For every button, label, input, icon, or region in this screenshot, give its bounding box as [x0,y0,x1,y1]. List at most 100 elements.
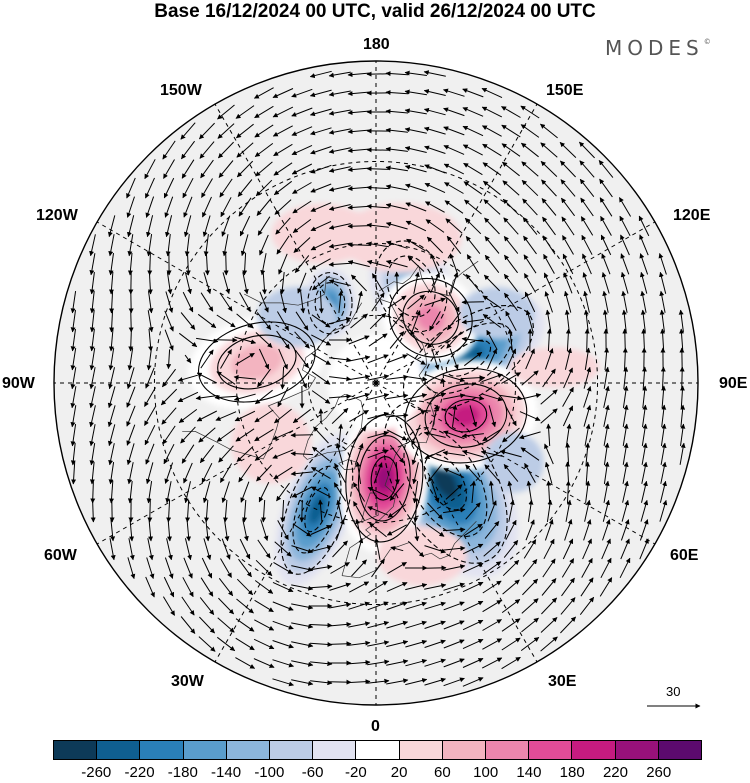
wind-vector [328,109,351,116]
wind-vector [221,481,230,503]
wind-vector [385,184,408,191]
wind-vector [583,404,592,427]
wind-vector [563,272,573,294]
wind-vector [328,71,351,78]
wind-vector [501,599,521,613]
wind-vector [423,89,446,96]
wind-vector [348,621,371,628]
wind-vector [602,290,609,313]
wind-vector [560,616,576,634]
wind-vector [482,313,502,329]
wind-vector [180,122,196,140]
wind-vector [351,274,367,292]
wind-vector [579,160,595,178]
wind-vector [461,433,484,439]
wind-vector [481,657,503,669]
lon-label-30e: 30E [548,673,577,690]
wind-vector [348,601,370,610]
wind-vector [199,122,215,140]
wind-vector [544,461,553,484]
wind-vector [145,576,155,598]
wind-vector [483,199,501,215]
wind-vector [602,519,611,541]
wind-vector [235,637,255,651]
wind-vector [385,259,408,268]
wind-vector [219,178,233,198]
wind-vector [328,641,352,647]
wind-vector [659,499,668,522]
shade-level [416,304,445,332]
wind-vector [603,442,610,465]
wind-vector [444,182,464,194]
wind-vector [200,292,214,312]
wind-vector [660,461,667,484]
wind-vector [411,310,421,332]
wind-vector [446,235,462,255]
wind-vector [311,466,331,480]
wind-vector [367,678,390,684]
wind-vector [407,256,425,272]
wind-vector [620,271,629,294]
wind-vector [70,348,77,371]
wind-vector [542,558,556,578]
wind-vector [680,423,686,446]
wind-vector [127,557,136,580]
wind-vector [405,678,428,686]
wind-vector [443,145,465,155]
wind-vector [89,253,96,276]
colorbar-segment [529,741,573,759]
colorbar-segment [313,741,357,759]
wind-vector [178,332,198,348]
wind-vector [236,123,254,139]
colorbar-tick-label: -260 [81,764,112,781]
wind-vector [541,597,557,615]
colorbar-segment [658,741,702,759]
wind-vector [584,461,590,485]
wind-vector [679,328,685,352]
wind-vector [462,125,484,137]
wind-vector [543,253,555,274]
colorbar-segment [54,741,98,759]
wind-vector [70,424,77,447]
wind-vector [582,272,591,294]
wind-vector [487,500,497,522]
wind-vector [367,601,389,611]
wind-vector [89,405,96,428]
wind-vector [521,617,539,633]
wind-vector [215,411,237,421]
wind-vector [347,167,371,173]
wind-vector [462,638,484,650]
wind-vector [182,577,194,598]
wind-vector [242,499,248,523]
wind-vector [256,198,272,216]
wind-vector [253,87,274,99]
wind-vector [367,449,389,459]
wind-vector [261,499,267,523]
wind-vector [387,561,407,575]
wind-vector [366,185,390,191]
wind-vector [253,658,275,668]
wind-vector [519,393,542,400]
wind-vector [109,480,115,504]
wind-vector [181,159,195,179]
wind-vector [600,557,612,579]
wind-vector [583,519,592,541]
britain-coast [361,492,379,523]
wind-vector [275,217,291,235]
wind-vector [238,558,252,578]
wind-vector [356,290,363,313]
wind-vector [622,385,629,408]
wind-vector [148,291,154,314]
wind-vector [347,91,371,97]
wind-vector [328,279,351,286]
wind-vector [565,480,571,504]
colorbar-segment [97,741,141,759]
wind-vector [223,519,230,542]
wind-vector [145,462,154,485]
wind-vector [147,252,153,276]
brand-name: MODES [605,36,704,60]
wind-vector [200,349,214,369]
wind-vector [464,217,482,235]
wind-vector [204,499,210,523]
wind-vector [641,328,647,352]
